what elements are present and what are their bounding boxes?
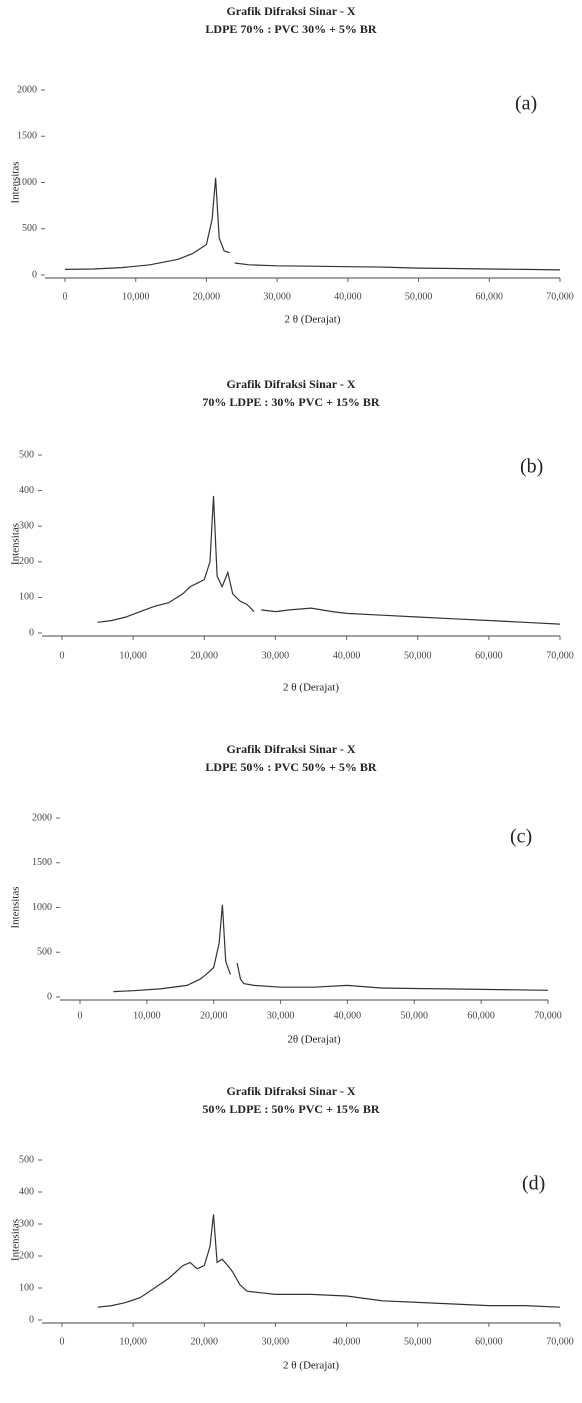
x-tick-label: 0	[60, 1336, 65, 1347]
chart-title: Grafik Difraksi Sinar - X	[226, 742, 355, 756]
x-tick-label: 20,000	[193, 291, 221, 302]
data-line	[97, 495, 255, 623]
x-tick-label: 50,000	[404, 1336, 432, 1347]
chart-title: Grafik Difraksi Sinar - X	[226, 377, 355, 391]
data-line	[261, 607, 561, 625]
x-tick-label: 30,000	[267, 1010, 295, 1021]
x-tick-label: 30,000	[263, 291, 291, 302]
y-tick-label: 500	[19, 449, 34, 460]
y-tick-label: 400	[19, 1186, 34, 1197]
x-tick-label: 60,000	[476, 291, 504, 302]
y-axis-title: Intensitas	[10, 161, 22, 203]
x-tick-label: 20,000	[191, 650, 219, 661]
y-tick-label: 500	[19, 1154, 34, 1165]
x-tick-label: 40,000	[334, 1010, 362, 1021]
y-tick-label: 0	[32, 269, 37, 280]
y-tick-label: 1000	[17, 177, 37, 188]
x-tick-label: 0	[60, 650, 65, 661]
x-axis-title: 2θ (Derajat)	[287, 1034, 341, 1046]
x-tick-label: 10,000	[122, 291, 150, 302]
y-tick-label: 1000	[32, 902, 52, 913]
x-tick-label: 70,000	[546, 1336, 574, 1347]
x-tick-label: 60,000	[475, 650, 503, 661]
y-tick-label: 200	[19, 1250, 34, 1261]
y-tick-label: 2000	[17, 84, 37, 95]
y-tick-label: 500	[37, 947, 52, 958]
x-tick-label: 30,000	[262, 1336, 290, 1347]
y-tick-label: 1500	[32, 857, 52, 868]
panel-label: (c)	[510, 826, 532, 848]
chart-subtitle: 50% LDPE : 50% PVC + 15% BR	[202, 1102, 380, 1116]
y-tick-label: 2000	[32, 812, 52, 823]
x-tick-label: 20,000	[191, 1336, 219, 1347]
panel-label: (b)	[520, 456, 543, 478]
panel-label: (d)	[522, 1173, 545, 1195]
data-line	[97, 1214, 561, 1308]
x-axis-title: 2 θ (Derajat)	[283, 1360, 339, 1372]
chart-subtitle: LDPE 50% : PVC 50% + 5% BR	[205, 760, 377, 774]
y-axis-title: Intensitas	[10, 886, 22, 928]
x-tick-label: 40,000	[333, 1336, 361, 1347]
y-axis-title: Intensitas	[10, 523, 22, 565]
data-line	[236, 962, 549, 991]
panel-label: (a)	[515, 93, 537, 115]
x-tick-label: 50,000	[404, 650, 432, 661]
y-tick-label: 400	[19, 485, 34, 496]
x-tick-label: 0	[78, 1010, 83, 1021]
y-tick-label: 1500	[17, 131, 37, 142]
chart: Grafik Difraksi Sinar - X LDPE 70% : PVC …	[10, 4, 574, 326]
x-tick-label: 20,000	[200, 1010, 228, 1021]
x-tick-label: 40,000	[333, 650, 361, 661]
y-axis-title: Intensitas	[10, 1219, 22, 1261]
x-tick-label: 70,000	[534, 1010, 562, 1021]
x-tick-label: 60,000	[467, 1010, 495, 1021]
chart: Grafik Difraksi Sinar - X LDPE 50% : PVC …	[10, 742, 562, 1046]
x-axis-title: 2 θ (Derajat)	[283, 682, 339, 694]
chart-subtitle: LDPE 70% : PVC 30% + 5% BR	[205, 22, 377, 36]
x-tick-label: 50,000	[405, 291, 433, 302]
y-tick-label: 300	[19, 1218, 34, 1229]
y-tick-label: 300	[19, 520, 34, 531]
chart-subtitle: 70% LDPE : 30% PVC + 15% BR	[202, 395, 380, 409]
chart-title: Grafik Difraksi Sinar - X	[226, 1084, 355, 1098]
y-tick-label: 200	[19, 556, 34, 567]
data-line	[64, 177, 230, 270]
y-tick-label: 0	[29, 1314, 34, 1325]
x-tick-label: 70,000	[546, 291, 574, 302]
x-tick-label: 30,000	[262, 650, 290, 661]
x-tick-label: 70,000	[546, 650, 574, 661]
y-tick-label: 0	[29, 627, 34, 638]
chart: Grafik Difraksi Sinar - X 70% LDPE : 30% …	[10, 377, 574, 694]
chart-title: Grafik Difraksi Sinar - X	[226, 4, 355, 18]
x-tick-label: 10,000	[119, 650, 147, 661]
y-tick-label: 0	[47, 991, 52, 1002]
x-axis-title: 2 θ (Derajat)	[285, 314, 341, 326]
data-line	[113, 904, 231, 993]
x-tick-label: 50,000	[401, 1010, 429, 1021]
y-tick-label: 100	[19, 592, 34, 603]
chart: Grafik Difraksi Sinar - X 50% LDPE : 50% …	[10, 1084, 574, 1372]
x-tick-label: 40,000	[334, 291, 362, 302]
y-tick-label: 500	[22, 223, 37, 234]
data-line	[234, 262, 561, 271]
x-tick-label: 60,000	[475, 1336, 503, 1347]
y-tick-label: 100	[19, 1282, 34, 1293]
x-tick-label: 10,000	[119, 1336, 147, 1347]
x-tick-label: 0	[63, 291, 68, 302]
x-tick-label: 10,000	[133, 1010, 161, 1021]
